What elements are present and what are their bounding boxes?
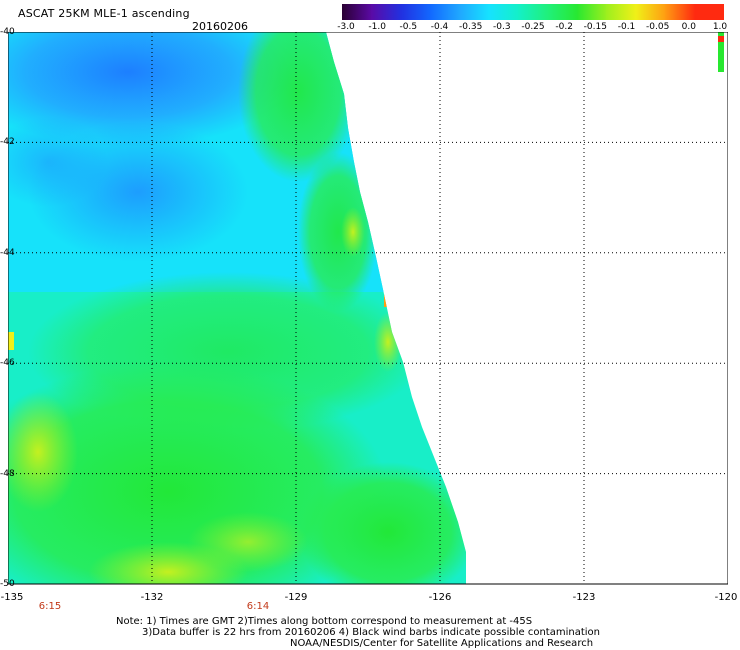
colorbar-label: -0.05 <box>646 22 670 32</box>
colorbar-swatch <box>400 4 431 20</box>
latitude-label: -50 <box>0 579 15 589</box>
wind-swath <box>8 32 466 584</box>
colorbar-label: 0.0 <box>681 22 696 32</box>
note-line-3: NOAA/NESDIS/Center for Satellite Applica… <box>290 638 594 649</box>
colorbar-label: -0.4 <box>430 22 449 32</box>
colorbar-swatch <box>606 4 637 20</box>
colorbar-swatch <box>488 4 519 20</box>
longitude-label: -126 <box>428 592 452 603</box>
latitude-label: -48 <box>0 468 15 479</box>
longitude-label: -135 <box>0 592 24 603</box>
graticule <box>8 32 728 584</box>
latitude-label: -44 <box>0 247 15 258</box>
colorbar-swatch <box>665 4 696 20</box>
note-line-1: Note: 1) Times are GMT 2)Times along bot… <box>116 616 533 627</box>
colorbar-swatch <box>547 4 578 20</box>
colorbar-label: -0.35 <box>459 22 483 32</box>
latitude-label: -42 <box>0 137 15 148</box>
colorbar-label: -0.15 <box>583 22 607 32</box>
time-label-start: 6:15 <box>38 601 62 612</box>
colorbar-label: -0.2 <box>555 22 573 32</box>
map-frame <box>8 32 728 585</box>
colorbar-swatch <box>342 4 372 20</box>
longitude-label: -129 <box>284 592 308 603</box>
time-label-mid: 6:14 <box>246 601 270 612</box>
colorbar-label: -1.0 <box>368 22 386 32</box>
colorbar-label: -0.1 <box>617 22 636 32</box>
note-line-2: 3)Data buffer is 22 hrs from 20160206 4)… <box>142 627 600 638</box>
latitude-label: -40 <box>0 27 15 37</box>
longitude-label: -132 <box>140 592 164 603</box>
colorbar-label: -0.3 <box>493 22 511 32</box>
colorbar-swatch <box>635 4 666 20</box>
colorbar: -3.0 -1.0 -0.5 -0.4 -0.35 -0.3 -0.25 -0.2 -0.15-… <box>337 4 728 44</box>
longitude-label: -123 <box>572 592 596 603</box>
map-date: 20160206 <box>192 20 248 33</box>
longitude-label: -120 <box>714 592 738 603</box>
colorbar-swatch <box>371 4 402 20</box>
map-plot <box>8 32 728 585</box>
colorbar-label: -0.25 <box>521 22 545 32</box>
colorbar-swatch <box>518 4 549 20</box>
colorbar-swatch <box>694 4 725 20</box>
colorbar-label: -3.0 <box>337 22 355 32</box>
latitude-label: -46 <box>0 358 15 369</box>
map-title: ASCAT 25KM MLE-1 ascending <box>18 7 190 20</box>
colorbar-swatch <box>459 4 490 20</box>
colorbar-swatch <box>577 4 607 20</box>
colorbar-swatch <box>430 4 461 20</box>
colorbar-label: -0.5 <box>399 22 418 32</box>
colorbar-label: 1.0 <box>712 22 728 32</box>
